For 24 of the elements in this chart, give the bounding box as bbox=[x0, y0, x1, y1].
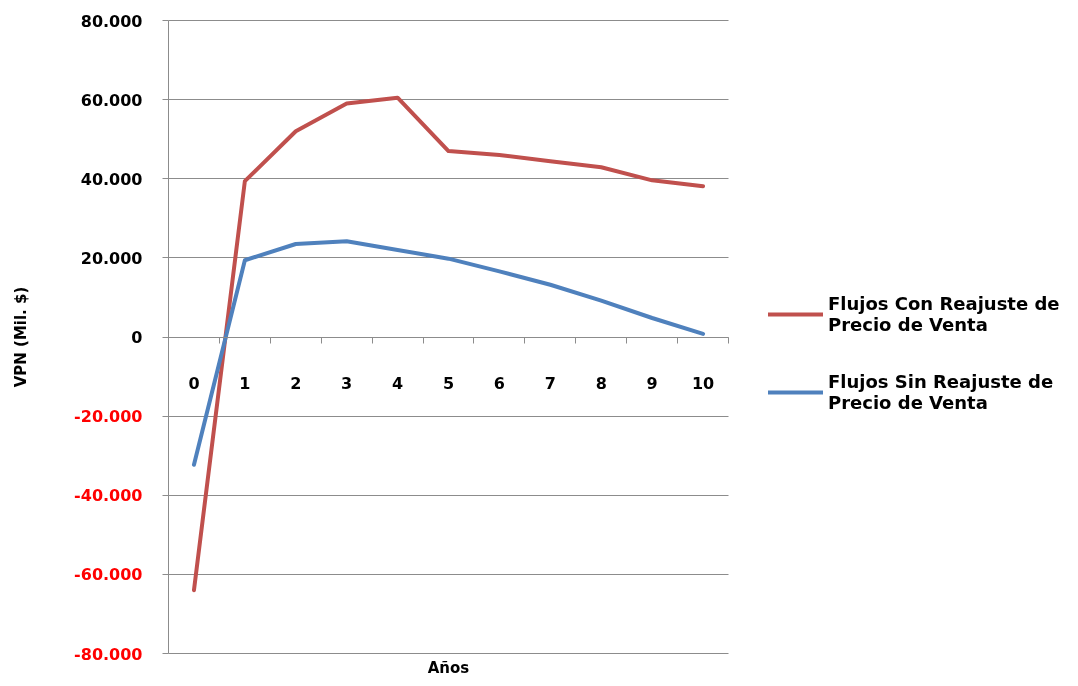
x-tick-label: 7 bbox=[544, 374, 556, 393]
x-tick-label: 9 bbox=[646, 374, 658, 393]
x-tick-label: 1 bbox=[239, 374, 251, 393]
x-tick-label: 2 bbox=[290, 374, 302, 393]
y-tick-label: 20.000 bbox=[80, 248, 143, 268]
x-tick-label: 0 bbox=[188, 374, 200, 393]
y-tick-label: 60.000 bbox=[80, 90, 143, 110]
y-tick-label: -40.000 bbox=[74, 486, 143, 506]
y-tick-label: 80.000 bbox=[80, 11, 143, 31]
x-tick-label: 6 bbox=[493, 374, 505, 393]
y-tick-label: -80.000 bbox=[74, 644, 143, 664]
y-tick-label: 40.000 bbox=[80, 169, 143, 189]
x-axis-title: Años bbox=[427, 658, 470, 677]
y-axis-title: VPN (Mil. $) bbox=[11, 286, 30, 388]
x-tick-label: 4 bbox=[392, 374, 404, 393]
x-tick-label: 5 bbox=[442, 374, 455, 393]
x-tick-label: 3 bbox=[341, 374, 353, 393]
x-tick-label: 10 bbox=[691, 374, 715, 393]
legend-label: Flujos Con Reajuste de Precio de Venta bbox=[828, 293, 1060, 335]
y-tick-label: -20.000 bbox=[74, 407, 143, 427]
legend-label: Flujos Sin Reajuste de Precio de Venta bbox=[828, 371, 1054, 413]
x-tick-label: 8 bbox=[595, 374, 607, 393]
y-tick-label: 0 bbox=[131, 328, 143, 347]
y-tick-label: -60.000 bbox=[74, 565, 143, 585]
